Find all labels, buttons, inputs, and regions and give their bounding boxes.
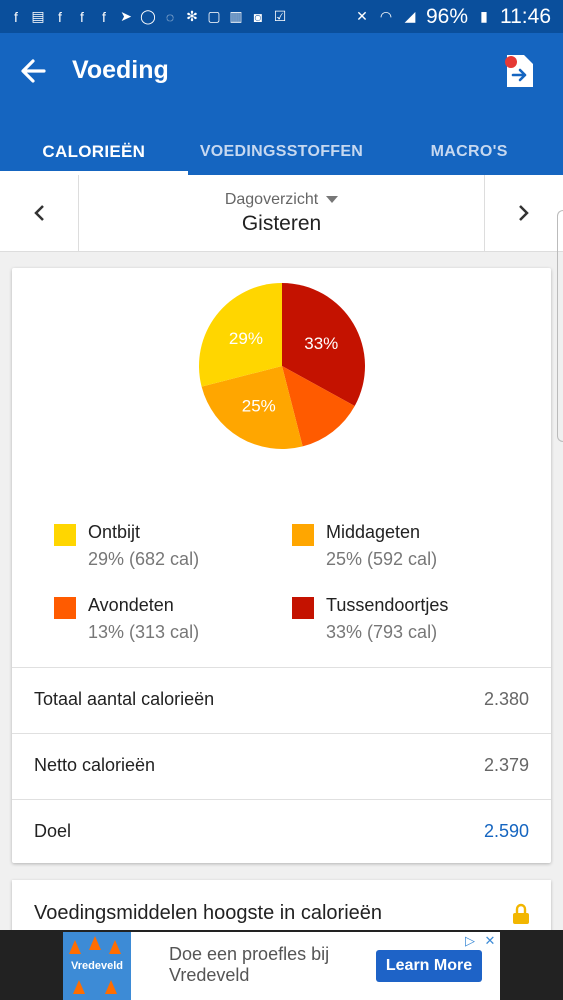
pie-label-tussendoortjes: 33% xyxy=(304,334,338,353)
cone-icon xyxy=(109,940,121,954)
chevron-right-icon xyxy=(517,203,531,223)
scroll-handle[interactable] xyxy=(557,210,563,442)
tab-nutrients[interactable]: VOEDINGSSTOFFEN xyxy=(188,129,376,175)
legend-name: Tussendoortjes xyxy=(326,595,448,616)
notification-icons: f ▤ f f f ➤ ◯ ◌ ✻ ▢ ▥ ◙ ☑ xyxy=(0,9,354,25)
close-ad-icon[interactable]: ✕ xyxy=(481,932,499,950)
legend-name: Ontbijt xyxy=(88,522,199,543)
facebook-icon: f xyxy=(96,9,112,25)
learn-more-button[interactable]: Learn More xyxy=(376,950,482,982)
legend-value: 25% (592 cal) xyxy=(326,549,437,570)
legend-name: Middageten xyxy=(326,522,437,543)
ad-brand: Vredeveld xyxy=(65,960,129,972)
net-calories-row: Netto calorieën 2.379 xyxy=(12,733,551,797)
day-selector[interactable]: Dagoverzicht Gisteren xyxy=(78,175,485,251)
notification-dot xyxy=(505,56,517,68)
barcode-icon: ▥ xyxy=(228,9,244,25)
tab-macros[interactable]: MACRO'S xyxy=(375,129,563,175)
legend-item-snacks: Tussendoortjes 33% (793 cal) xyxy=(292,595,448,643)
cone-icon xyxy=(73,980,85,994)
app-bar: Voeding CALORIEËN VOEDINGSSTOFFEN MACRO'… xyxy=(0,33,563,175)
previous-day-button[interactable] xyxy=(0,175,79,251)
facebook-icon: f xyxy=(74,9,90,25)
ad-image[interactable]: Vredeveld xyxy=(63,932,131,1000)
wifi-icon: ◠ xyxy=(378,9,394,25)
tab-calories[interactable]: CALORIEËN xyxy=(0,129,188,175)
pie-label-ontbijt: 29% xyxy=(229,329,263,348)
legend-value: 29% (682 cal) xyxy=(88,549,199,570)
cone-icon xyxy=(105,980,117,994)
check-icon: ☑ xyxy=(272,9,288,25)
whatsapp-icon: ◯ xyxy=(140,9,156,25)
selected-day: Gisteren xyxy=(242,212,321,236)
row-label: Netto calorieën xyxy=(34,755,155,776)
row-label: Totaal aantal calorieën xyxy=(34,689,214,710)
snowflake-icon: ✻ xyxy=(184,9,200,25)
calories-card: 33% 25% 29% Ontbijt 29% (682 cal) Middaget… xyxy=(12,268,551,863)
legend-item-dinner: Avondeten 13% (313 cal) xyxy=(54,595,199,643)
facebook-icon: f xyxy=(52,9,68,25)
legend-swatch xyxy=(292,524,314,546)
legend-swatch xyxy=(54,524,76,546)
send-icon: ➤ xyxy=(118,9,134,25)
back-arrow-icon[interactable] xyxy=(16,53,52,89)
row-value: 2.379 xyxy=(484,755,529,776)
status-bar: f ▤ f f f ➤ ◯ ◌ ✻ ▢ ▥ ◙ ☑ ✕ ◠ ◢ 96% ▮ 11… xyxy=(0,0,563,33)
legend-swatch xyxy=(292,597,314,619)
news-icon: ▤ xyxy=(30,9,46,25)
battery-icon: ▮ xyxy=(476,9,492,25)
legend-swatch xyxy=(54,597,76,619)
day-navigator: Dagoverzicht Gisteren xyxy=(0,175,563,252)
day-view-label: Dagoverzicht xyxy=(225,191,318,209)
legend-name: Avondeten xyxy=(88,595,199,616)
legend-item-lunch: Middageten 25% (592 cal) xyxy=(292,522,437,570)
clock: 11:46 xyxy=(500,5,551,29)
ad-text[interactable]: Doe een proefles bij Vredeveld xyxy=(169,944,359,986)
legend-item-breakfast: Ontbijt 29% (682 cal) xyxy=(54,522,199,570)
top-foods-title: Voedingsmiddelen hoogste in calorieën xyxy=(34,902,382,925)
ad-banner[interactable]: Vredeveld Doe een proefles bij Vredeveld… xyxy=(63,932,500,1000)
legend-value: 13% (313 cal) xyxy=(88,622,199,643)
adchoices-icon[interactable]: ▷ xyxy=(461,932,479,950)
next-day-button[interactable] xyxy=(484,175,563,251)
goal-value[interactable]: 2.590 xyxy=(484,821,529,842)
row-value: 2.380 xyxy=(484,689,529,710)
lock-icon xyxy=(512,903,530,925)
messenger-icon: ◌ xyxy=(162,9,178,25)
legend-value: 33% (793 cal) xyxy=(326,622,448,643)
instagram-icon: ▢ xyxy=(206,9,222,25)
tab-bar: CALORIEËN VOEDINGSSTOFFEN MACRO'S xyxy=(0,129,563,175)
goal-row[interactable]: Doel 2.590 xyxy=(12,799,551,863)
calorie-pie-chart: 33% 25% 29% xyxy=(197,281,367,451)
row-label: Doel xyxy=(34,821,71,842)
facebook-icon: f xyxy=(8,9,24,25)
battery-percent: 96% xyxy=(426,5,468,29)
mute-icon: ✕ xyxy=(354,9,370,25)
cone-icon xyxy=(89,936,101,950)
dropdown-caret-icon xyxy=(326,196,338,203)
page-title: Voeding xyxy=(72,56,169,85)
signal-icon: ◢ xyxy=(402,9,418,25)
pie-label-middageten: 25% xyxy=(242,396,276,415)
app-icon: ◙ xyxy=(250,9,266,25)
total-calories-row: Totaal aantal calorieën 2.380 xyxy=(12,667,551,731)
chevron-left-icon xyxy=(32,203,46,223)
cone-icon xyxy=(69,940,81,954)
